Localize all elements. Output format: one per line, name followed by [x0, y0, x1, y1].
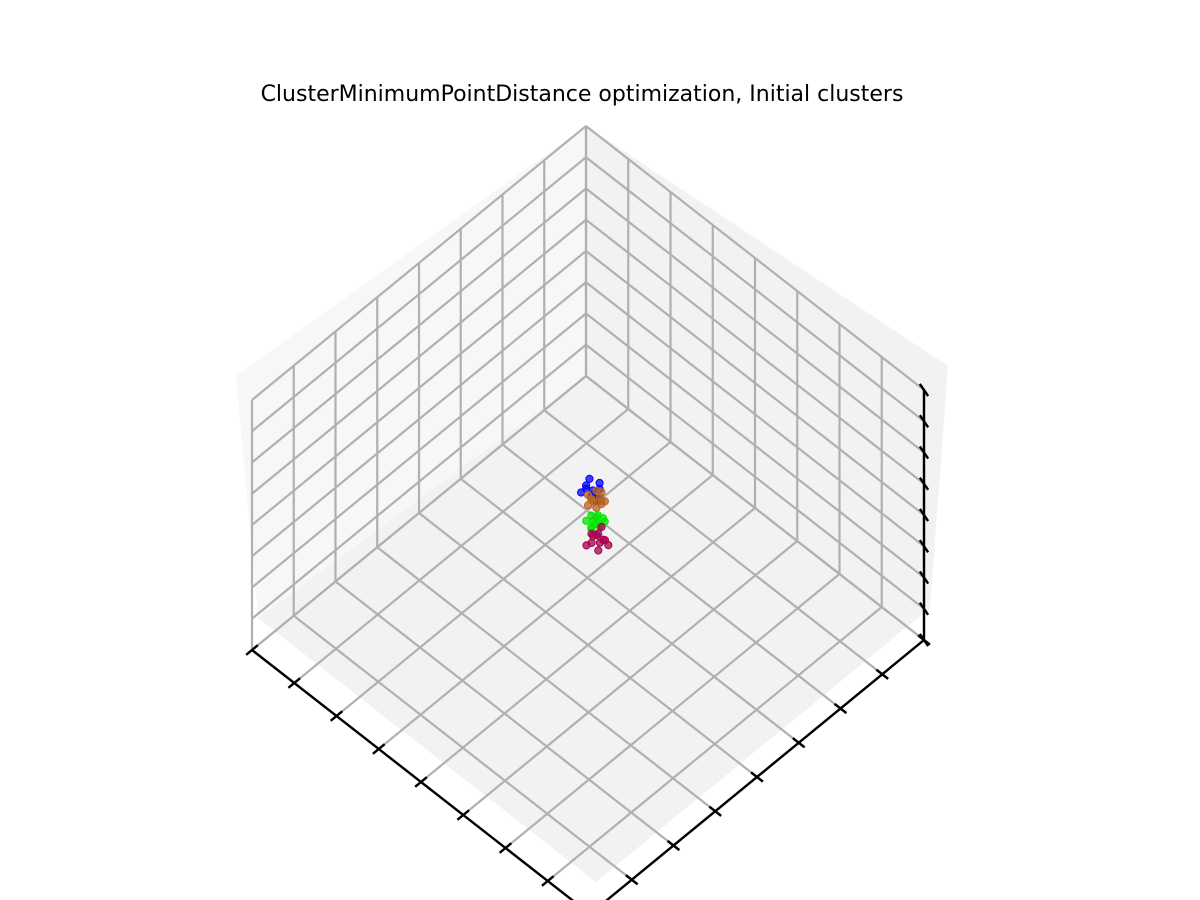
- right-wall-grid-line-z: [585, 250, 925, 516]
- left-wall-pane: [236, 126, 586, 618]
- left-wall-grid-line-z: [251, 125, 587, 401]
- right-wall-pane: [586, 126, 948, 608]
- scatter-point-series-2: [583, 501, 593, 510]
- scatter-point-series-2: [597, 488, 606, 497]
- z-axis-tick: [918, 383, 930, 397]
- left-wall-grid-line-z: [251, 218, 587, 495]
- y-axis-tick: [666, 839, 681, 852]
- floor-pane-fill: [258, 376, 930, 882]
- x-axis-tick: [287, 677, 301, 689]
- scatter-point-series-3: [590, 520, 599, 529]
- right-wall-grid-line-z: [585, 125, 925, 391]
- z-axis-tick: [918, 570, 930, 585]
- scatter-point-series-2: [583, 490, 593, 499]
- right-wall-grid-line-z: [585, 156, 925, 423]
- right-wall-grid-line-z: [585, 187, 925, 454]
- floor-grid-line-y: [501, 443, 842, 710]
- y-axis-tick: [708, 805, 722, 817]
- x-axis-tick: [541, 875, 555, 887]
- y-axis-tick: [875, 668, 889, 680]
- x-axis-tick: [456, 809, 470, 821]
- y-axis-tick: [625, 874, 639, 886]
- scatter-point-series-2: [592, 503, 601, 512]
- scatter-point-series-1: [577, 488, 586, 497]
- z-axis-tick: [918, 633, 930, 647]
- z-axis-tick: [918, 539, 930, 553]
- left-wall-pane-fill: [236, 126, 586, 618]
- left-wall-grid-line-z: [251, 156, 587, 433]
- z-axis-tick: [918, 414, 930, 428]
- scatter-point-series-4: [597, 522, 606, 532]
- floor-pane: [258, 376, 930, 882]
- z-axis-tick: [918, 508, 930, 522]
- grid-lines: [250, 125, 926, 900]
- floor-grid-line-x: [462, 540, 798, 816]
- right-wall-pane-fill: [586, 126, 948, 608]
- scatter-point-series-4: [582, 541, 591, 550]
- x-axis-tick: [414, 776, 428, 788]
- scatter-point-series-2: [600, 497, 609, 506]
- scatter-point-series-4: [594, 546, 603, 555]
- left-wall-grid-line-z: [251, 187, 587, 464]
- x-axis-tick: [245, 644, 259, 656]
- scatter-point-series-1: [585, 474, 594, 483]
- x-axis-tick: [372, 743, 386, 755]
- scatter-point-series-1: [595, 478, 604, 488]
- floor-grid-line-y: [543, 409, 883, 676]
- z-axis-tick: [918, 602, 930, 616]
- floor-grid-line-y: [418, 512, 758, 778]
- scatter-point-series-3: [592, 512, 601, 522]
- floor-grid-line-y: [460, 477, 800, 744]
- scatter-point-series-4: [604, 541, 613, 550]
- x-axis-tick: [498, 842, 513, 854]
- right-wall-grid-line-z: [585, 218, 925, 485]
- axes: [245, 383, 931, 900]
- y-axis-tick: [792, 737, 806, 749]
- chart-title: ClusterMinimumPointDistance optimization…: [261, 82, 904, 107]
- left-wall-grid-line-z: [251, 250, 587, 526]
- z-axis-tick: [918, 445, 930, 460]
- floor-grid-line-x: [504, 573, 841, 849]
- z-axis-tick: [918, 477, 930, 491]
- scatter-point-series-4: [592, 531, 601, 540]
- scatter-point-series-3: [582, 516, 591, 525]
- y-axis-tick: [750, 771, 764, 783]
- x-axis-tick: [329, 710, 344, 722]
- floor-grid-line-y: [585, 375, 925, 641]
- scatter-points: [577, 474, 613, 555]
- floor-grid-line-x: [547, 606, 883, 882]
- y-axis-tick: [833, 702, 848, 715]
